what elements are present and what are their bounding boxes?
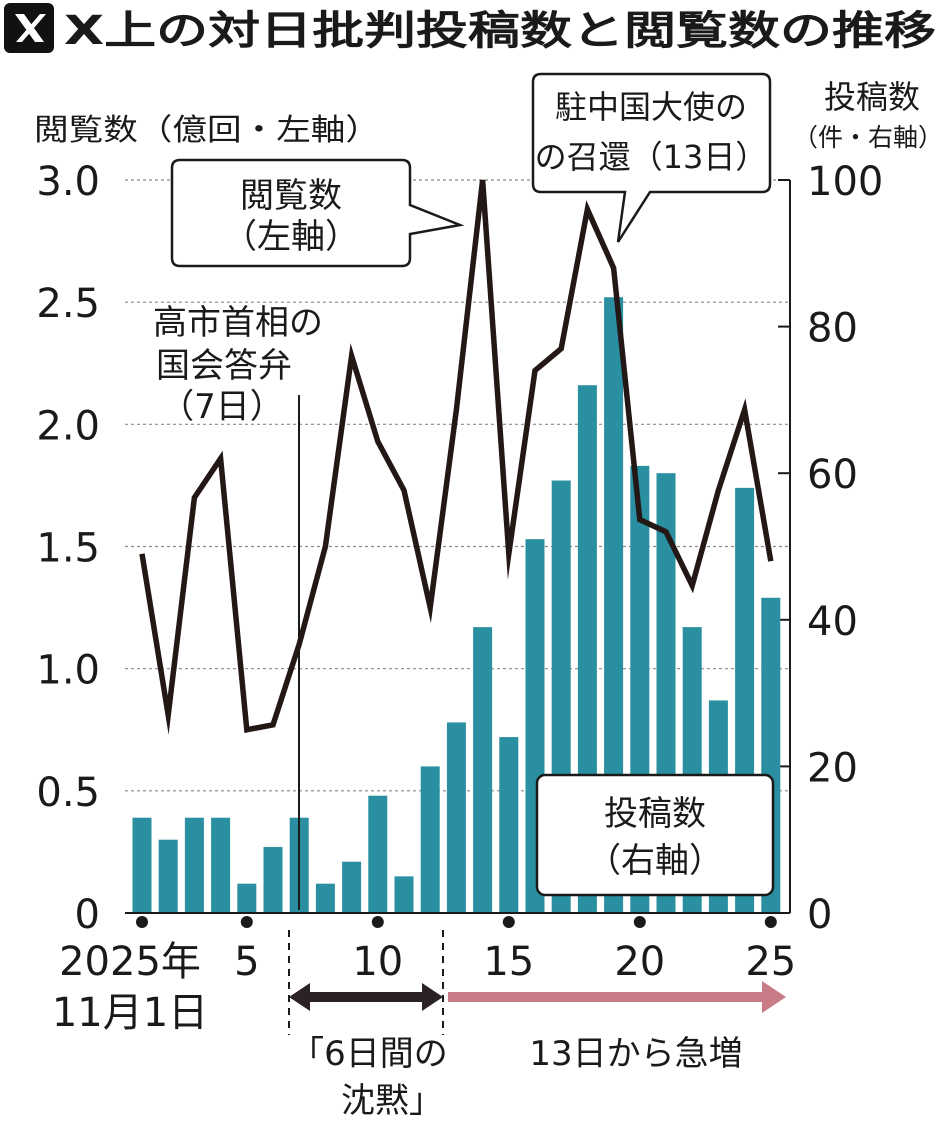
x-tick-label-year: 2025年 xyxy=(59,939,201,985)
bar-callout-line1: 投稿数 xyxy=(604,794,706,834)
bar-day-2 xyxy=(158,839,178,913)
event-day7-line3: （7日） xyxy=(160,387,284,427)
left-tick-label: 3.0 xyxy=(36,159,100,205)
event-callout-box xyxy=(531,72,772,243)
chart-title: X上の対日批判投稿数と閲覧数の推移 xyxy=(64,8,936,54)
left-tick-label: 0.5 xyxy=(36,770,100,816)
x-tick-dot-20 xyxy=(633,916,646,928)
left-tick-label: 1.0 xyxy=(36,648,100,694)
x-tick-dot-1 xyxy=(136,916,148,928)
right-tick-label: 60 xyxy=(807,452,858,498)
x-tick-dot-10 xyxy=(371,916,384,928)
line-callout-line1: 閲覧数 xyxy=(240,176,342,216)
bar-day-13 xyxy=(446,722,466,913)
views-line xyxy=(139,179,774,735)
silence-period-label-line1: 「6日間の xyxy=(290,1034,448,1074)
bar-day-14 xyxy=(473,627,493,913)
bar-day-9 xyxy=(342,861,362,913)
chart-title-group: X上の対日批判投稿数と閲覧数の推移 xyxy=(4,3,936,54)
period-markers: 「6日間の 沈黙」 13日から急増 xyxy=(288,930,786,1121)
x-tick-label-15: 15 xyxy=(483,939,534,985)
bar-callout-box xyxy=(535,773,775,897)
left-tick-label: 0 xyxy=(75,892,100,938)
surge-period-label: 13日から急増 xyxy=(529,1034,742,1074)
x-tick-label-20: 20 xyxy=(614,939,665,985)
bar-day-10 xyxy=(368,795,388,913)
bar-day-12 xyxy=(420,766,440,913)
right-tick-label: 80 xyxy=(807,306,858,352)
right-axis-label-line2: （件・右軸） xyxy=(793,123,943,152)
event-callout-day13: 駐中国大使の の召還（13日） xyxy=(531,72,772,243)
event-label-day7: 高市首相の 国会答弁 （7日） xyxy=(153,303,323,427)
line-callout: 閲覧数 （左軸） xyxy=(170,158,465,268)
line-callout-box xyxy=(170,158,465,268)
bar-day-3 xyxy=(184,817,204,913)
bar-day-1 xyxy=(132,817,152,913)
bar-day-15 xyxy=(499,737,519,913)
bar-day-4 xyxy=(211,817,231,913)
left-tick-label: 1.5 xyxy=(36,526,100,572)
line-series xyxy=(139,179,774,735)
right-axis-label-line1: 投稿数 xyxy=(824,78,920,116)
x-tick-label-25: 25 xyxy=(745,939,796,985)
bar-callout: 投稿数 （右軸） xyxy=(535,773,775,897)
x-logo-glyph xyxy=(15,14,46,42)
x-tick-dot-15 xyxy=(502,916,515,928)
x-tick-label-date: 11月1日 xyxy=(52,990,208,1036)
bar-day-8 xyxy=(315,883,335,913)
x-tick-label-5: 5 xyxy=(234,939,259,985)
left-tick-label: 2.0 xyxy=(36,403,100,449)
event-callout-line1: 駐中国大使の xyxy=(555,88,747,126)
silence-period-label-line2: 沈黙」 xyxy=(341,1081,443,1121)
bar-callout-line2: （右軸） xyxy=(587,841,723,881)
x-tick-dot-5 xyxy=(240,916,253,928)
x-tick-dot-25 xyxy=(764,916,777,928)
bar-day-6 xyxy=(263,847,283,913)
right-tick-label: 0 xyxy=(807,892,832,938)
left-tick-label: 2.5 xyxy=(36,281,100,327)
left-axis-ticks: 0 0.5 1.0 1.5 2.0 2.5 3.0 xyxy=(36,159,100,938)
right-axis-ticks: 0 20 40 60 80 100 xyxy=(778,159,883,938)
bar-day-5 xyxy=(237,883,257,913)
right-tick-label: 40 xyxy=(807,599,858,645)
surge-period-arrow xyxy=(448,981,786,1013)
x-tick-label-10: 10 xyxy=(352,939,403,985)
line-callout-line2: （左軸） xyxy=(223,217,359,257)
x-axis: 2025年 11月1日 5 10 15 20 25 xyxy=(52,912,796,1036)
silence-period-arrow xyxy=(289,983,443,1011)
event-day7-line1: 高市首相の xyxy=(153,303,323,343)
bar-day-11 xyxy=(394,876,414,913)
right-tick-label: 100 xyxy=(807,159,883,205)
right-tick-label: 20 xyxy=(807,745,858,791)
event-callout-line2: の召還（13日） xyxy=(535,138,768,176)
bar-day-19 xyxy=(604,297,624,913)
left-axis-label: 閲覧数（億回・左軸） xyxy=(34,113,380,148)
event-day7-line2: 国会答弁 xyxy=(156,346,292,386)
